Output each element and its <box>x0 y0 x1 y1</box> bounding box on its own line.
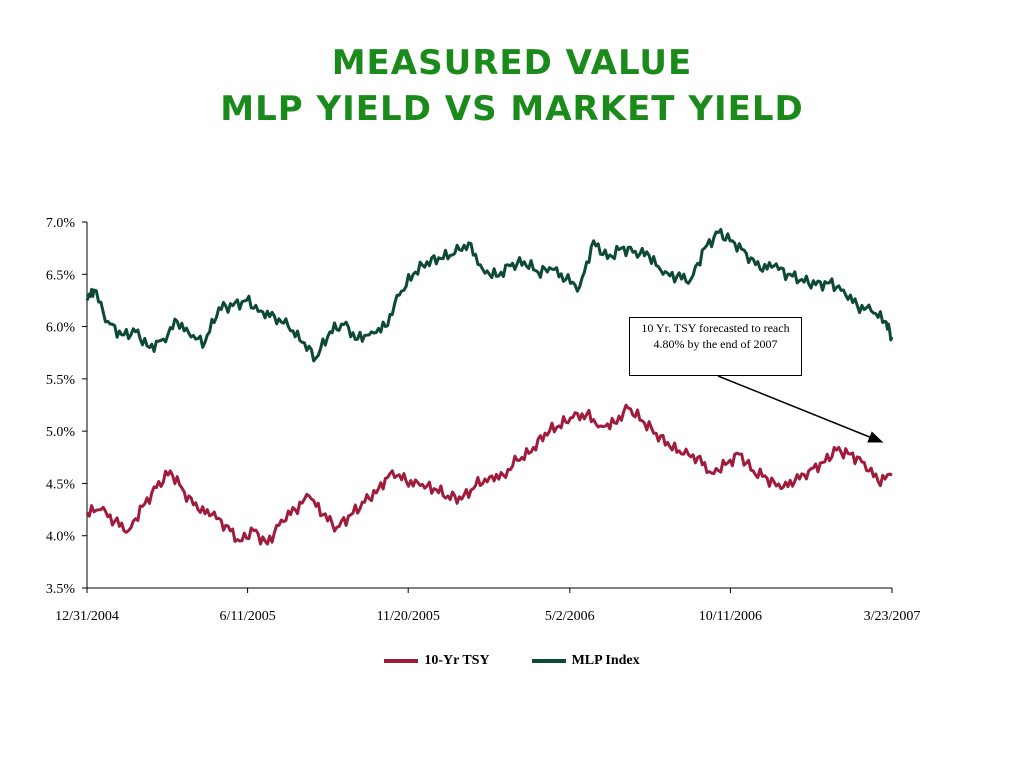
y-tick-label: 5.5% <box>46 373 76 388</box>
legend-item-tsy: 10-Yr TSY <box>384 650 490 672</box>
y-tick-label: 6.0% <box>46 321 76 336</box>
title-line-1: Measured Value <box>331 43 693 83</box>
y-tick-label: 5.0% <box>46 425 76 440</box>
chart-axes: 3.5% 4.0% 4.5% 5.0% 5.5% 6.0% 6.5% 7.0% 12/31/20… <box>46 216 921 624</box>
x-tick-label: 12/31/2004 <box>55 609 119 624</box>
title-line-2: MLP Yield vs Market Yield <box>220 89 804 129</box>
annotation-arrow-line <box>717 375 884 443</box>
y-tick-label: 6.5% <box>46 268 76 283</box>
chart-series <box>85 228 894 546</box>
y-tick-label: 3.5% <box>46 582 76 597</box>
series-line-mlp-index <box>85 228 894 363</box>
annotation-arrow <box>717 375 884 443</box>
legend-label-tsy: 10-Yr TSY <box>424 653 490 668</box>
x-tick-label: 11/20/2005 <box>377 609 440 624</box>
forecast-callout: 10 Yr. TSY forecasted to reach 4.80% by … <box>629 317 802 376</box>
legend-label-mlp: MLP Index <box>571 653 640 668</box>
y-tick-label: 4.0% <box>46 530 76 545</box>
slide-title: Measured Value MLP Yield vs Market Yield <box>0 40 1024 132</box>
legend-swatch-tsy <box>384 659 419 663</box>
chart-legend: 10-Yr TSY MLP Index <box>0 650 1024 672</box>
series-line-10yr-tsy <box>85 403 893 546</box>
y-tick-label: 4.5% <box>46 477 76 492</box>
legend-item-mlp: MLP Index <box>531 650 640 672</box>
x-tick-label: 5/2/2006 <box>545 609 595 624</box>
y-tick-label: 7.0% <box>46 216 76 231</box>
x-tick-label: 6/11/2005 <box>219 609 275 624</box>
legend-swatch-mlp <box>531 659 566 663</box>
x-tick-label: 10/11/2006 <box>699 609 762 624</box>
x-tick-label: 3/23/2007 <box>864 609 921 624</box>
